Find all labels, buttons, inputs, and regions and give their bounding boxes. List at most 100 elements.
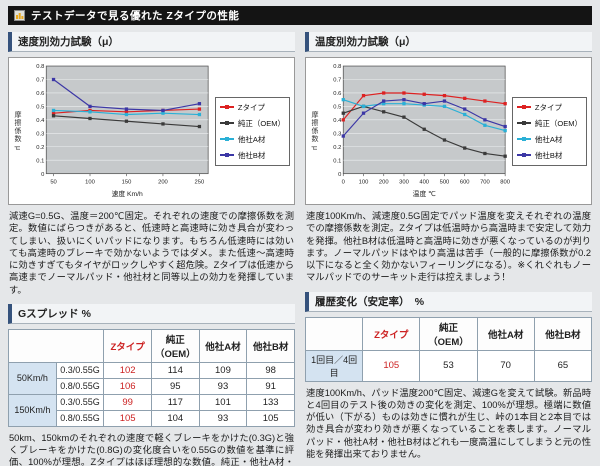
svg-text:0: 0 (338, 172, 341, 178)
legend-label: 純正（OEM） (534, 118, 582, 128)
svg-text:500: 500 (440, 179, 450, 185)
table-header-row: Zタイプ 純正（OEM） 他社A材 他社B材 (7, 328, 295, 363)
legend-swatch (219, 121, 234, 125)
column-header: Zタイプ (362, 316, 421, 351)
svg-text:800: 800 (500, 179, 510, 185)
legend-item: Zタイプ (516, 102, 582, 113)
svg-text:0.1: 0.1 (36, 158, 44, 164)
svg-text:0.4: 0.4 (36, 118, 45, 124)
row-sublabel: 0.3/0.55G (55, 361, 105, 379)
legend-item: 他社A材 (219, 134, 285, 145)
svg-text:100: 100 (85, 179, 95, 185)
column-header: 他社A材 (198, 328, 248, 363)
table-cell: 114 (150, 361, 200, 379)
table-cell: 93 (198, 377, 248, 395)
svg-text:0.3: 0.3 (333, 131, 341, 137)
legend-label: Zタイプ (237, 102, 265, 112)
legend-item: Zタイプ (219, 102, 285, 113)
legend-label: 他社B材 (237, 150, 266, 160)
column-header: 純正（OEM） (419, 316, 478, 351)
hysteresis-description: 速度100Km/h、パッド温度200℃固定、減速Gを変えて試験。新品時と4回目の… (306, 387, 591, 459)
legend-label: 他社B材 (534, 150, 563, 160)
row-sublabel: 0.8/0.55G (55, 377, 105, 395)
svg-text:0.3: 0.3 (36, 131, 44, 137)
svg-text:0.2: 0.2 (333, 145, 341, 151)
table-cell: 105 (103, 409, 152, 427)
row-label: 1回目／4回目 (304, 349, 364, 382)
column-header: 純正（OEM） (150, 328, 200, 363)
content-columns: 速度別効力試験（μ） 摩擦係数 μ 0 0.1 0.2 0.3 0.4 0.5 0.6 0.7… (7, 32, 593, 466)
table-header-row: Zタイプ 純正（OEM） 他社A材 他社B材 (304, 316, 593, 351)
table-row: 0.8/0.55G 106 95 93 91 (9, 377, 295, 395)
svg-text:温度 ℃: 温度 ℃ (413, 189, 436, 198)
table-cell: 70 (476, 349, 535, 382)
row-sublabel: 0.8/0.55G (55, 409, 105, 427)
speed-test-chart: 0 0.1 0.2 0.3 0.4 0.5 0.6 0.7 0.8 50 100 150 200 250 速… (36, 64, 209, 198)
legend-item: 他社B材 (516, 150, 582, 161)
svg-text:0.5: 0.5 (36, 105, 44, 111)
svg-text:400: 400 (419, 179, 429, 185)
section-title-temperature-test: 温度別効力試験（μ） (305, 32, 592, 52)
temperature-test-chart: 0 0.1 0.2 0.3 0.4 0.5 0.6 0.7 0.8 0 100 200 300 400 50… (333, 64, 510, 198)
legend-swatch (516, 105, 531, 109)
svg-text:0.7: 0.7 (36, 78, 44, 84)
table-cell: 99 (103, 393, 152, 411)
svg-text:0.6: 0.6 (333, 91, 341, 97)
section-header-bar: テストデータで見る優れた Zタイプの性能 (8, 6, 592, 25)
column-header: Zタイプ (103, 328, 152, 363)
table-cell: 106 (103, 377, 152, 395)
legend-swatch (516, 121, 531, 125)
column-header (304, 316, 364, 351)
svg-text:速度 Km/h: 速度 Km/h (112, 189, 143, 198)
svg-text:0.7: 0.7 (333, 78, 341, 84)
column-header (7, 328, 105, 363)
speed-test-description: 減速G=0.5G、温度＝200℃固定。それぞれの速度での摩擦係数を測定。数値にば… (9, 211, 294, 295)
table-cell: 105 (246, 409, 295, 427)
table-cell: 95 (150, 377, 200, 395)
table-cell: 91 (246, 377, 295, 395)
legend-label: 他社A材 (237, 134, 266, 144)
svg-text:0: 0 (342, 179, 345, 185)
section-title-gspread: Gスプレッド % (8, 303, 295, 324)
section-title-speed-test: 速度別効力試験（μ） (8, 32, 295, 52)
bar-chart-icon (14, 10, 25, 21)
legend-swatch (219, 137, 234, 141)
right-column: 温度別効力試験（μ） 摩擦係数 μ 0 0.1 0.2 0.3 0.4 0.5 0.6 0.7… (304, 32, 593, 466)
legend-swatch (219, 105, 234, 109)
svg-text:100: 100 (359, 179, 369, 185)
table-cell: 133 (246, 393, 295, 411)
svg-text:0.8: 0.8 (36, 64, 44, 70)
legend-label: Zタイプ (534, 102, 562, 112)
table-cell: 98 (246, 361, 295, 379)
table-cell: 102 (103, 361, 152, 379)
column-header: 他社A材 (476, 316, 535, 351)
svg-text:700: 700 (480, 179, 490, 185)
hysteresis-table: Zタイプ 純正（OEM） 他社A材 他社B材 1回目／4回目 105 53 70 65 (304, 316, 593, 382)
row-sublabel: 0.3/0.55G (55, 393, 105, 411)
legend-item: 他社A材 (516, 134, 582, 145)
svg-text:0.1: 0.1 (333, 158, 341, 164)
left-column: 速度別効力試験（μ） 摩擦係数 μ 0 0.1 0.2 0.3 0.4 0.5 0.6 0.7… (7, 32, 295, 466)
legend-item: 純正（OEM） (516, 118, 582, 129)
table-cell: 65 (533, 349, 593, 382)
table-row: 50Km/h 0.3/0.55G 102 114 109 98 (8, 361, 295, 395)
svg-text:0.2: 0.2 (36, 145, 44, 151)
svg-text:0.5: 0.5 (333, 105, 341, 111)
page-title: テストデータで見る優れた Zタイプの性能 (31, 10, 240, 22)
legend-swatch (516, 153, 531, 157)
svg-text:0.6: 0.6 (36, 91, 44, 97)
table-cell: 53 (419, 349, 478, 382)
table-cell: 109 (198, 361, 248, 379)
svg-text:50: 50 (50, 179, 56, 185)
table-cell: 105 (362, 349, 421, 382)
legend-label: 純正（OEM） (237, 118, 285, 128)
svg-text:300: 300 (399, 179, 409, 185)
table-cell: 104 (150, 409, 200, 427)
svg-text:150: 150 (122, 179, 132, 185)
svg-text:0: 0 (41, 172, 44, 178)
svg-text:0.4: 0.4 (333, 118, 342, 124)
section-title-hysteresis: 履歴変化（安定率） % (305, 291, 592, 312)
chart-legend: Zタイプ純正（OEM） 他社A材他社B材 (511, 96, 587, 166)
row-label: 150Km/h (8, 393, 57, 427)
